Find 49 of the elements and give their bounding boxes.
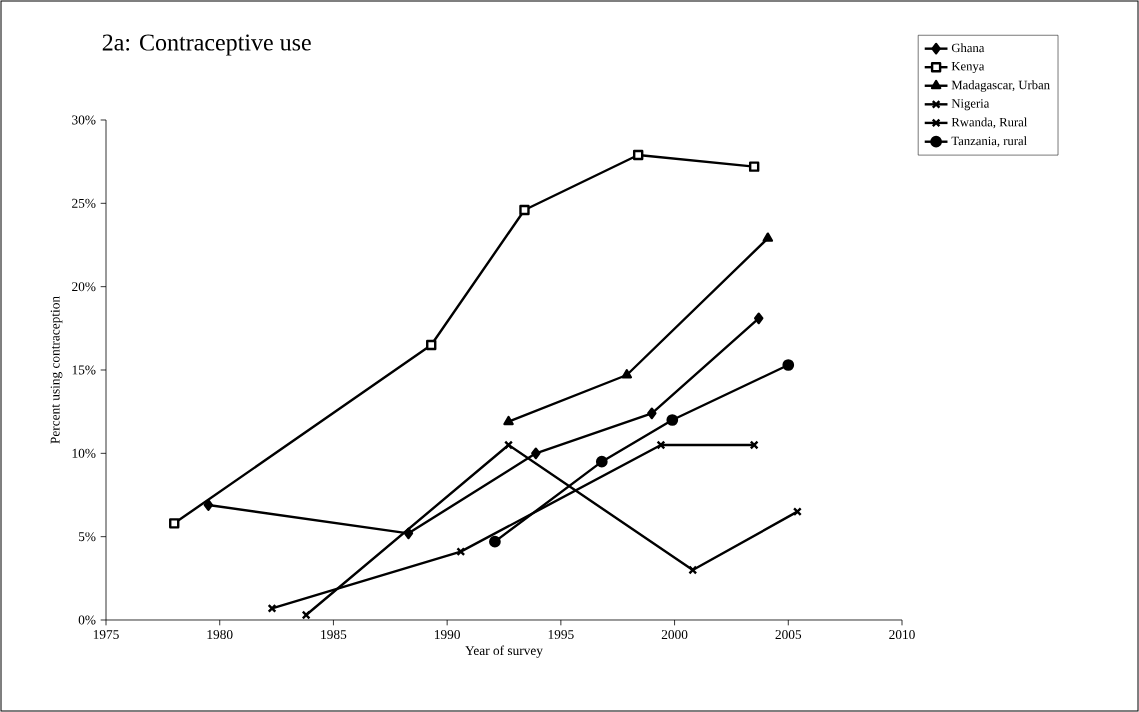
y-tick-label: 15% (72, 365, 96, 375)
point (632, 149, 644, 161)
x-tick-label: 1975 (93, 630, 119, 639)
legend-label: Ghana (951, 43, 985, 53)
point (688, 565, 698, 575)
x-tick-label: 2000 (661, 630, 688, 640)
point (762, 232, 774, 242)
y-tick-label: 30% (72, 115, 96, 125)
point (647, 407, 657, 420)
point (456, 547, 466, 557)
y-tick-label: 25% (72, 198, 96, 208)
y-axis-title: Percent using contraception (50, 296, 63, 444)
x-tick-label: 1995 (548, 630, 574, 639)
legend-label: Madagascar, Urban (951, 80, 1050, 92)
point (503, 415, 514, 426)
point (792, 507, 802, 517)
point (489, 535, 501, 548)
point (749, 440, 759, 450)
point (519, 204, 530, 216)
x-tick-label: 1980 (207, 630, 233, 640)
point (656, 440, 666, 450)
y-tick-label: 20% (72, 282, 96, 292)
legend-label: Kenya (951, 62, 985, 74)
point (595, 455, 608, 468)
point (621, 369, 633, 379)
point (754, 312, 764, 325)
x-tick-label: 1985 (321, 630, 347, 640)
x-tick-label: 2010 (889, 630, 915, 640)
point (666, 414, 679, 426)
point (301, 610, 311, 620)
y-tick-label: 10% (72, 448, 96, 458)
point (169, 518, 180, 529)
point (403, 527, 414, 540)
point (203, 499, 214, 511)
x-tick-label: 2005 (775, 630, 802, 640)
legend-label: Nigeria (951, 99, 990, 111)
y-tick-label: 0% (78, 615, 96, 625)
point (531, 447, 541, 460)
legend-label: Rwanda, Rural (951, 117, 1028, 129)
chart-title: 2a: Contraceptive use (102, 34, 311, 56)
x-tick-label: 1990 (434, 630, 460, 640)
point (267, 603, 277, 613)
x-axis-title: Year of survey (465, 645, 543, 658)
legend-label: Tanzania, rural (951, 136, 1027, 148)
point (782, 359, 795, 371)
y-tick-label: 5% (78, 532, 96, 542)
point (426, 339, 437, 351)
point (748, 161, 760, 172)
point (504, 440, 514, 450)
